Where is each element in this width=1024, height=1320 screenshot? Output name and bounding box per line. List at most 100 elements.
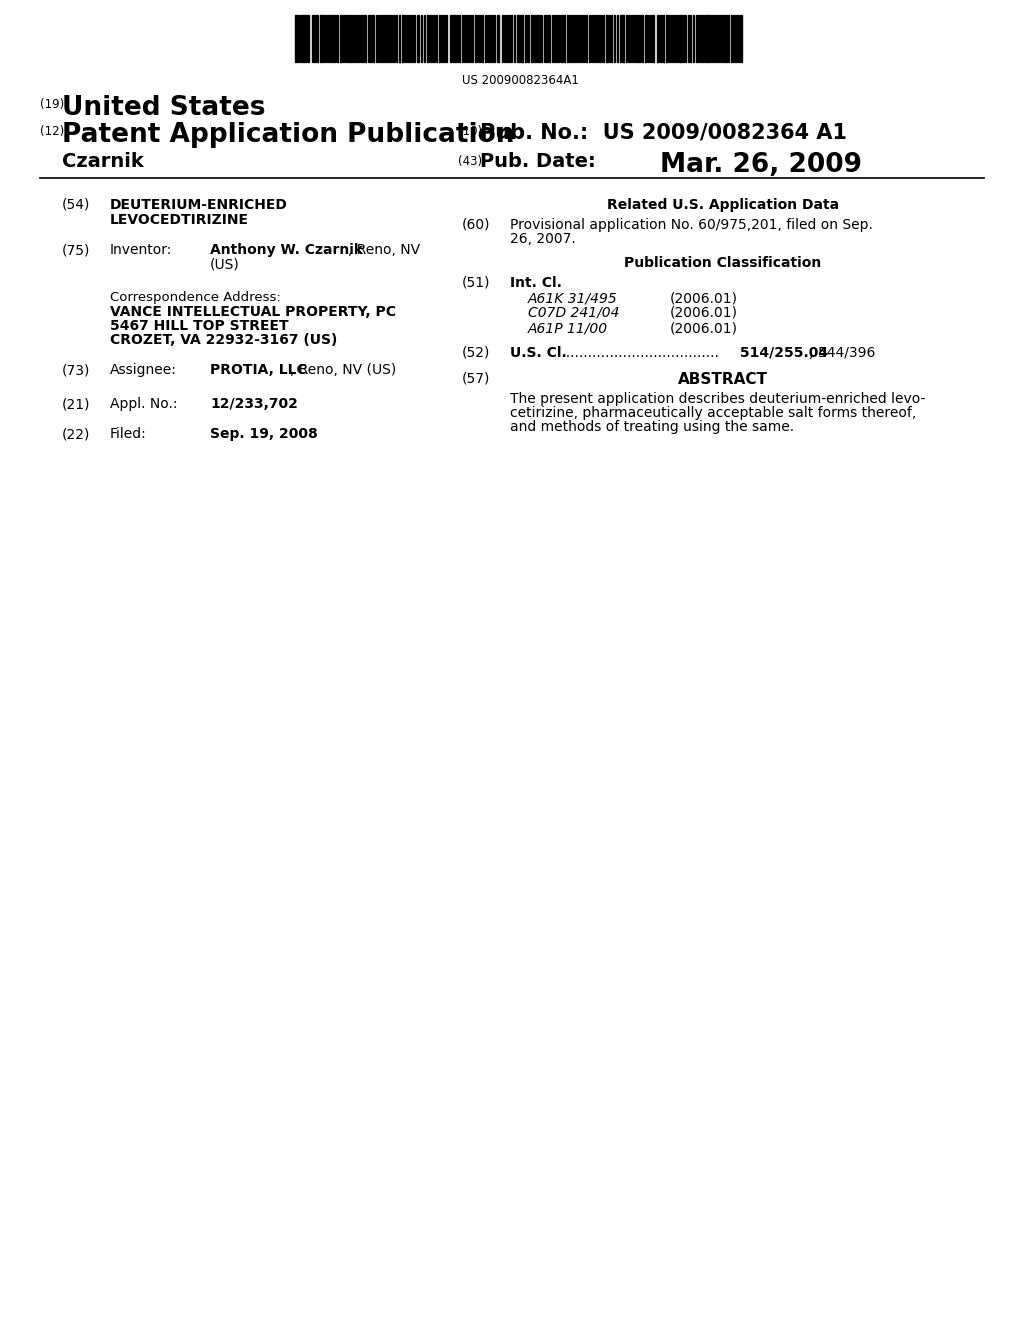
Text: Patent Application Publication: Patent Application Publication	[62, 121, 514, 148]
Bar	[554, 15, 556, 62]
Bar	[402, 15, 404, 62]
Text: (10): (10)	[458, 125, 482, 139]
Text: (73): (73)	[62, 363, 90, 378]
Text: PROTIA, LLC: PROTIA, LLC	[210, 363, 307, 378]
Bar	[527, 15, 529, 62]
Bar	[302, 15, 305, 62]
Text: Anthony W. Czarnik: Anthony W. Czarnik	[210, 243, 362, 257]
Bar	[385, 15, 388, 62]
Bar	[443, 15, 445, 62]
Bar	[696, 15, 698, 62]
Text: C07D 241/04: C07D 241/04	[528, 306, 620, 319]
Text: Assignee:: Assignee:	[110, 363, 177, 378]
Text: (22): (22)	[62, 426, 90, 441]
Text: Inventor:: Inventor:	[110, 243, 172, 257]
Bar	[652, 15, 654, 62]
Text: (19): (19)	[40, 98, 65, 111]
Bar	[657, 15, 659, 62]
Text: Correspondence Address:: Correspondence Address:	[110, 290, 281, 304]
Text: (21): (21)	[62, 397, 90, 411]
Bar	[660, 15, 662, 62]
Bar	[340, 15, 342, 62]
Bar	[427, 15, 429, 62]
Text: DEUTERIUM-ENRICHED: DEUTERIUM-ENRICHED	[110, 198, 288, 213]
Bar	[319, 15, 323, 62]
Bar	[634, 15, 636, 62]
Text: ; 544/396: ; 544/396	[809, 346, 876, 360]
Bar	[350, 15, 352, 62]
Bar	[364, 15, 366, 62]
Text: A61K 31/495: A61K 31/495	[528, 290, 617, 305]
Bar	[679, 15, 682, 62]
Text: 5467 HILL TOP STREET: 5467 HILL TOP STREET	[110, 319, 289, 333]
Text: The present application describes deuterium-enriched levo-: The present application describes deuter…	[510, 392, 926, 407]
Bar	[510, 15, 512, 62]
Text: 514/255.04: 514/255.04	[735, 346, 828, 360]
Bar	[606, 15, 608, 62]
Text: Publication Classification: Publication Classification	[625, 256, 821, 271]
Bar	[548, 15, 550, 62]
Bar	[389, 15, 391, 62]
Text: U.S. Cl.: U.S. Cl.	[510, 346, 566, 360]
Bar	[372, 15, 374, 62]
Text: Sep. 19, 2008: Sep. 19, 2008	[210, 426, 317, 441]
Text: (60): (60)	[462, 218, 490, 232]
Bar	[520, 15, 523, 62]
Text: Appl. No.:: Appl. No.:	[110, 397, 177, 411]
Text: (51): (51)	[462, 276, 490, 290]
Text: (54): (54)	[62, 198, 90, 213]
Bar	[417, 15, 419, 62]
Text: Pub. Date:: Pub. Date:	[480, 152, 596, 172]
Text: Mar. 26, 2009: Mar. 26, 2009	[587, 152, 862, 178]
Text: , Reno, NV (US): , Reno, NV (US)	[290, 363, 396, 378]
Bar	[537, 15, 540, 62]
Bar	[413, 15, 415, 62]
Text: Pub. No.:  US 2009/0082364 A1: Pub. No.: US 2009/0082364 A1	[480, 121, 847, 143]
Text: Czarnik: Czarnik	[62, 152, 143, 172]
Bar	[382, 15, 384, 62]
Bar	[645, 15, 647, 62]
Text: Related U.S. Application Data: Related U.S. Application Data	[607, 198, 839, 213]
Text: (2006.01): (2006.01)	[670, 290, 738, 305]
Text: (US): (US)	[210, 257, 240, 272]
Bar	[666, 15, 668, 62]
Text: ....................................: ....................................	[557, 346, 719, 360]
Bar	[295, 15, 297, 62]
Bar	[573, 15, 575, 62]
Text: ABSTRACT: ABSTRACT	[678, 372, 768, 387]
Text: (75): (75)	[62, 243, 90, 257]
Text: (2006.01): (2006.01)	[670, 321, 738, 335]
Text: 12/233,702: 12/233,702	[210, 397, 298, 411]
Bar	[497, 15, 499, 62]
Text: (57): (57)	[462, 372, 490, 385]
Bar	[531, 15, 534, 62]
Bar	[706, 15, 709, 62]
Bar	[701, 15, 703, 62]
Text: A61P 11/00: A61P 11/00	[528, 321, 608, 335]
Text: United States: United States	[62, 95, 265, 121]
Text: Filed:: Filed:	[110, 426, 146, 441]
Bar	[561, 15, 563, 62]
Text: US 20090082364A1: US 20090082364A1	[462, 74, 579, 87]
Text: , Reno, NV: , Reno, NV	[348, 243, 420, 257]
Text: Int. Cl.: Int. Cl.	[510, 276, 562, 290]
Text: (43): (43)	[458, 154, 482, 168]
Text: VANCE INTELLECTUAL PROPERTY, PC: VANCE INTELLECTUAL PROPERTY, PC	[110, 305, 396, 319]
Text: and methods of treating using the same.: and methods of treating using the same.	[510, 420, 795, 434]
Text: (12): (12)	[40, 125, 65, 139]
Bar	[517, 15, 519, 62]
Text: LEVOCEDTIRIZINE: LEVOCEDTIRIZINE	[110, 213, 249, 227]
Bar	[334, 15, 336, 62]
Text: (2006.01): (2006.01)	[670, 306, 738, 319]
Bar	[347, 15, 349, 62]
Text: Provisional application No. 60/975,201, filed on Sep.: Provisional application No. 60/975,201, …	[510, 218, 872, 232]
Bar	[316, 15, 318, 62]
Bar	[622, 15, 624, 62]
Text: (52): (52)	[462, 346, 490, 360]
Bar	[454, 15, 456, 62]
Text: cetirizine, pharmaceutically acceptable salt forms thereof,: cetirizine, pharmaceutically acceptable …	[510, 407, 916, 420]
Bar	[637, 15, 639, 62]
Bar	[330, 15, 333, 62]
Bar	[725, 15, 727, 62]
Bar	[475, 15, 477, 62]
